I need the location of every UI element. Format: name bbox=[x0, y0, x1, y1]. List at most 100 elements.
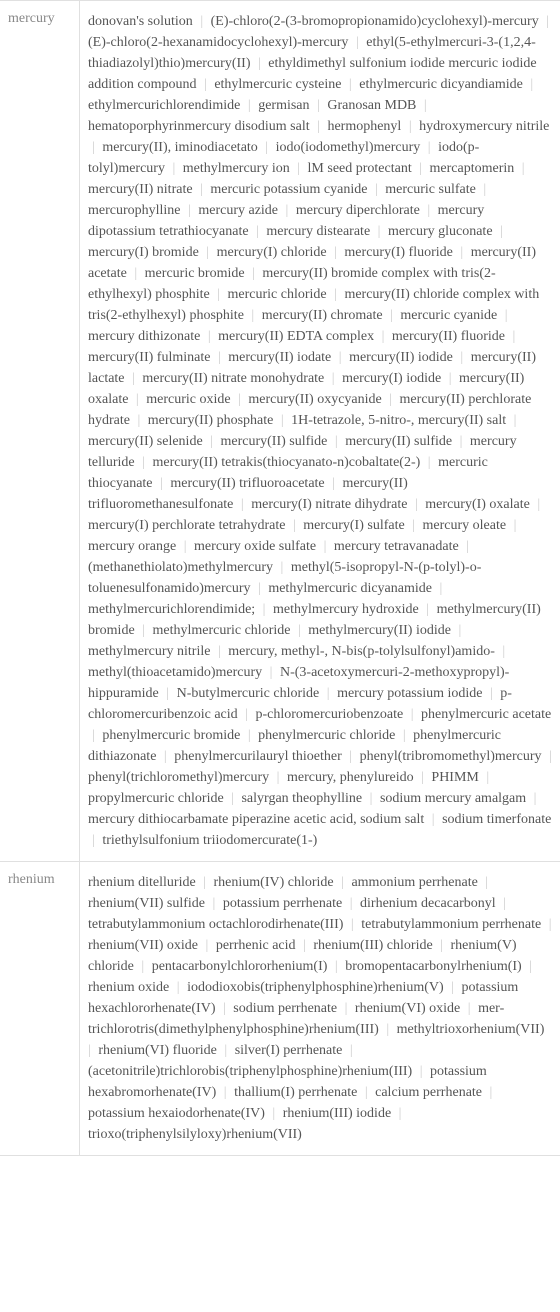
separator: | bbox=[203, 434, 221, 449]
compound-name: mercuric sulfate bbox=[385, 182, 476, 197]
compound-name: (E)-chloro(2-(3-bromopropionamido)cycloh… bbox=[211, 14, 539, 29]
separator: | bbox=[506, 518, 520, 533]
compound-name: tetrabutylammonium octachlorodirhenate(I… bbox=[88, 917, 343, 932]
separator: | bbox=[233, 497, 251, 512]
separator: | bbox=[198, 938, 216, 953]
compound-name: ammonium perrhenate bbox=[351, 875, 477, 890]
compound-name: mercury(I) perchlorate tetrahydrate bbox=[88, 518, 285, 533]
separator: | bbox=[240, 728, 258, 743]
separator: | bbox=[496, 896, 510, 911]
separator: | bbox=[224, 791, 242, 806]
separator: | bbox=[327, 434, 345, 449]
compound-name: trioxo(triphenylsilyloxy)rhenium(VII) bbox=[88, 1127, 302, 1142]
separator: | bbox=[453, 245, 471, 260]
compound-name: sodium timerfonate bbox=[442, 812, 551, 827]
separator: | bbox=[88, 728, 102, 743]
compounds-cell-mercury: donovan's solution | (E)-chloro(2-(3-bro… bbox=[80, 1, 560, 861]
separator: | bbox=[127, 266, 145, 281]
compound-name: rhenium ditelluride bbox=[88, 875, 196, 890]
compound-name: methyltrioxorhenium(VII) bbox=[397, 1022, 545, 1037]
compound-name: calcium perrhenate bbox=[375, 1085, 482, 1100]
separator: | bbox=[401, 119, 419, 134]
separator: | bbox=[125, 371, 143, 386]
separator: | bbox=[200, 329, 218, 344]
compound-name: mercury azide bbox=[198, 203, 278, 218]
separator: | bbox=[244, 308, 262, 323]
compound-name: ethylmercurichlorendimide bbox=[88, 98, 240, 113]
compound-name: methylmercuric chloride bbox=[152, 623, 290, 638]
separator: | bbox=[193, 182, 211, 197]
separator: | bbox=[290, 623, 308, 638]
separator: | bbox=[153, 476, 171, 491]
separator: | bbox=[88, 833, 102, 848]
separator: | bbox=[193, 14, 211, 29]
separator: | bbox=[367, 182, 385, 197]
compound-name: donovan's solution bbox=[88, 14, 193, 29]
compound-name: methyl(thioacetamido)mercury bbox=[88, 665, 262, 680]
chemical-table: mercury donovan's solution | (E)-chloro(… bbox=[0, 0, 560, 1156]
separator: | bbox=[197, 77, 215, 92]
separator: | bbox=[273, 413, 291, 428]
compound-name: mercury potassium iodide bbox=[337, 686, 482, 701]
compound-name: hydroxymercury nitrile bbox=[419, 119, 549, 134]
separator: | bbox=[482, 1085, 496, 1100]
separator: | bbox=[216, 1085, 234, 1100]
separator: | bbox=[159, 686, 177, 701]
separator: | bbox=[452, 434, 470, 449]
compound-name: methylmercury hydroxide bbox=[273, 602, 419, 617]
compound-name: mercuric oxide bbox=[146, 392, 230, 407]
separator: | bbox=[497, 308, 511, 323]
separator: | bbox=[181, 203, 199, 218]
separator: | bbox=[251, 581, 269, 596]
compound-name: rhenium(IV) chloride bbox=[214, 875, 334, 890]
separator: | bbox=[215, 1001, 233, 1016]
separator: | bbox=[342, 896, 360, 911]
compound-name: Granosan MDB bbox=[327, 98, 416, 113]
compound-name: mercury(II), iminodiacetato bbox=[102, 140, 257, 155]
separator: | bbox=[460, 1001, 478, 1016]
separator: | bbox=[348, 35, 366, 50]
separator: | bbox=[210, 644, 228, 659]
compound-name: germisan bbox=[258, 98, 309, 113]
separator: | bbox=[441, 371, 459, 386]
separator: | bbox=[405, 518, 423, 533]
separator: | bbox=[296, 938, 314, 953]
compound-name: salyrgan theophylline bbox=[241, 791, 362, 806]
compound-name: phenylmercurilauryl thioether bbox=[174, 749, 342, 764]
separator: | bbox=[357, 1085, 375, 1100]
separator: | bbox=[325, 476, 343, 491]
separator: | bbox=[265, 1106, 283, 1121]
compound-name: mercuric bromide bbox=[145, 266, 245, 281]
separator: | bbox=[433, 938, 451, 953]
compound-name: propylmercuric chloride bbox=[88, 791, 224, 806]
separator: | bbox=[382, 392, 400, 407]
compound-name: rhenium(VI) fluoride bbox=[98, 1043, 217, 1058]
compound-name: methylmercuric dicyanamide bbox=[268, 581, 432, 596]
compound-name: mercuric cyanide bbox=[400, 308, 497, 323]
compound-name: PHIMM bbox=[431, 770, 478, 785]
separator: | bbox=[478, 875, 492, 890]
separator: | bbox=[420, 455, 438, 470]
separator: | bbox=[240, 98, 258, 113]
separator: | bbox=[199, 245, 217, 260]
separator: | bbox=[412, 161, 430, 176]
compound-name: mercury(II) nitrate monohydrate bbox=[142, 371, 324, 386]
compound-name: sodium perrhenate bbox=[233, 1001, 337, 1016]
compound-name: phenylmercuric acetate bbox=[421, 707, 551, 722]
compound-name: (acetonitrile)trichlorobis(triphenylphos… bbox=[88, 1064, 412, 1079]
compound-name: thallium(I) perrhenate bbox=[234, 1085, 357, 1100]
compound-name: bromopentacarbonylrhenium(I) bbox=[345, 959, 522, 974]
separator: | bbox=[482, 686, 500, 701]
separator: | bbox=[374, 329, 392, 344]
compound-name: potassium perrhenate bbox=[223, 896, 342, 911]
separator: | bbox=[476, 182, 490, 197]
separator: | bbox=[337, 1001, 355, 1016]
separator: | bbox=[479, 770, 493, 785]
compound-name: (E)-chloro(2-hexanamidocyclohexyl)-mercu… bbox=[88, 35, 348, 50]
separator: | bbox=[495, 644, 509, 659]
compound-name: mercury gluconate bbox=[388, 224, 493, 239]
separator: | bbox=[362, 791, 380, 806]
compound-name: mercury(II) selenide bbox=[88, 434, 203, 449]
separator: | bbox=[379, 1022, 397, 1037]
compound-name: mercury, phenylureido bbox=[287, 770, 414, 785]
